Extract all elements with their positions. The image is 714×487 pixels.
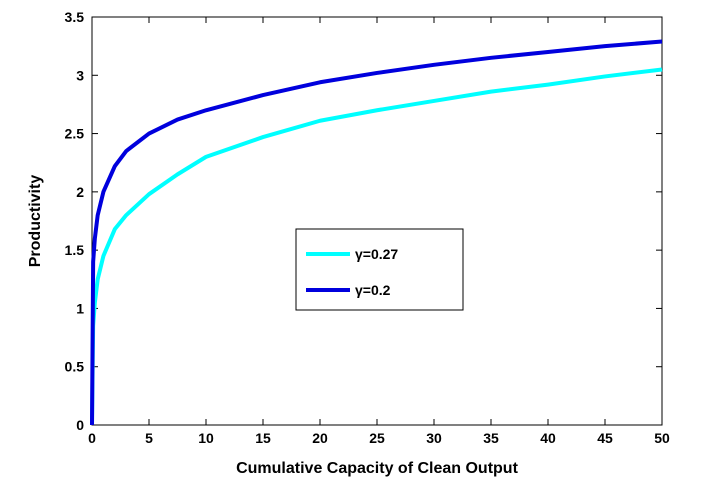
legend-box xyxy=(295,228,464,311)
x-tick-label: 30 xyxy=(426,430,442,446)
y-tick-label: 3.5 xyxy=(65,9,85,25)
x-tick-label: 40 xyxy=(540,430,556,446)
legend-label: γ=0.2 xyxy=(355,282,391,298)
x-tick-label: 35 xyxy=(483,430,499,446)
y-axis-label: Productivity xyxy=(27,175,44,268)
axes-box xyxy=(91,16,663,426)
y-tick-label: 1 xyxy=(76,300,84,316)
x-tick-label: 0 xyxy=(88,430,96,446)
legend-label: γ=0.27 xyxy=(355,246,398,262)
y-tick-label: 0.5 xyxy=(65,359,85,375)
y-tick-label: 1.5 xyxy=(65,242,85,258)
x-tick-label: 50 xyxy=(654,430,670,446)
y-tick-label: 0 xyxy=(76,417,84,433)
y-tick-label: 2.5 xyxy=(65,126,85,142)
x-tick-label: 20 xyxy=(312,430,328,446)
x-tick-label: 10 xyxy=(198,430,214,446)
x-tick-label: 25 xyxy=(369,430,385,446)
series-line xyxy=(90,39,663,426)
y-tick-label: 2 xyxy=(76,184,84,200)
y-tick-label: 3 xyxy=(76,67,84,83)
x-tick-label: 45 xyxy=(597,430,613,446)
x-tick-label: 15 xyxy=(255,430,271,446)
x-tick-label: 5 xyxy=(145,430,153,446)
series-line xyxy=(90,67,663,426)
x-axis-label: Cumulative Capacity of Clean Output xyxy=(236,460,518,477)
